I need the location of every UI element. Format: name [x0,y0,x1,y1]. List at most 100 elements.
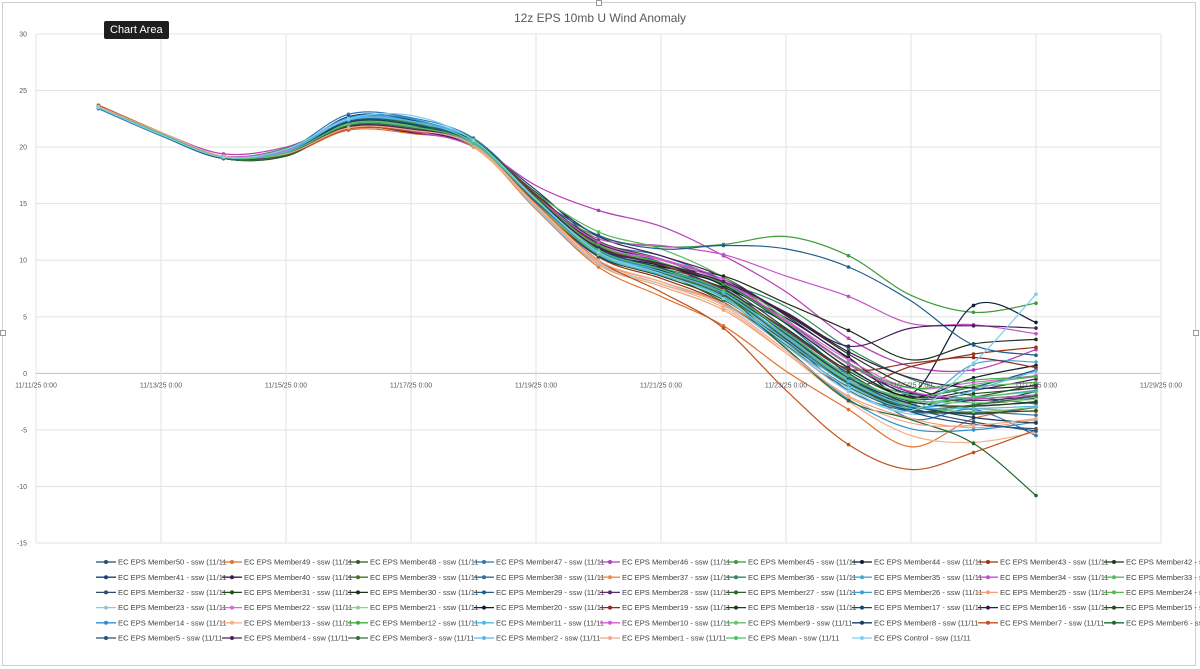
series-40 [96,105,1038,410]
legend-entry: EC EPS Member28 - ssw (11/11 [600,588,731,597]
legend-swatch-marker [860,560,864,564]
data-point [1034,353,1038,358]
legend-label: EC EPS Member10 - ssw (11/11 [622,618,731,627]
data-point [721,274,726,278]
x-tick-label: 11/19/25 0:00 [515,382,557,389]
legend-entry: EC EPS Member49 - ssw (11/11 [222,558,353,567]
legend-entry: EC EPS Member18 - ssw (11/11 [726,603,857,612]
legend-swatch-marker [230,620,234,625]
resize-handle-left[interactable] [0,330,6,336]
legend-label: EC EPS Member21 - ssw (11/11 [370,603,479,612]
series-30 [96,105,1038,405]
legend-entry: EC EPS Member9 - ssw (11/11 [726,618,852,627]
data-point [1034,301,1038,306]
data-point [1034,374,1038,379]
legend-label: EC EPS Member35 - ssw (11/11 [874,573,983,582]
legend-swatch-marker [104,636,108,640]
data-point [846,395,851,399]
data-point [721,303,726,308]
data-point [1034,421,1038,425]
data-point [596,250,601,255]
data-point [1034,383,1038,388]
legend-entry: EC EPS Member32 - ssw (11/11 [96,588,227,597]
data-point [971,361,976,365]
legend-entry: EC EPS Member1 - ssw (11/11 [600,634,726,643]
series-line [98,106,1037,430]
data-point [721,296,726,301]
series-23 [96,105,1038,403]
legend-swatch-marker [230,605,234,610]
data-point [846,253,851,258]
data-point [471,141,476,146]
data-point [846,336,851,341]
resize-handle-top[interactable] [596,0,602,6]
series-line [98,106,1037,410]
legend-label: EC EPS Member39 - ssw (11/11 [370,573,479,582]
legend-label: EC EPS Member1 - ssw (11/11 [622,634,726,643]
legend-label: EC EPS Member30 - ssw (11/11 [370,588,479,597]
legend-label: EC EPS Member48 - ssw (11/11 [370,558,479,567]
x-tick-label: 11/15/25 0:00 [265,382,307,389]
legend-label: EC EPS Member14 - ssw (11/11 [118,618,227,627]
data-point [221,155,226,160]
data-point [596,240,601,244]
legend-entry: EC EPS Member35 - ssw (11/11 [852,573,983,582]
legend-label: EC EPS Member4 - ssw (11/11 [244,634,348,643]
legend-swatch-marker [482,620,486,625]
data-point [846,389,851,394]
legend-swatch-marker [734,560,738,564]
legend-label: EC EPS Member2 - ssw (11/11 [496,634,600,643]
data-point [1034,380,1038,385]
data-point [846,398,851,403]
series-9 [96,104,1038,405]
series-line [98,105,1037,373]
series-line [98,106,1037,406]
legend-swatch-marker [1112,560,1116,564]
legend-entry: EC EPS Member5 - ssw (11/11 [96,634,222,643]
legend-swatch-marker [356,590,360,595]
legend-entry: EC EPS Member7 - ssw (11/11 [978,618,1104,627]
legend-label: EC EPS Member44 - ssw (11/11 [874,558,983,567]
legend-label: EC EPS Member3 - ssw (11/11 [370,634,474,643]
legend-swatch-marker [608,620,612,625]
series-line [98,105,1037,389]
series-line [98,105,1037,410]
series-52 [96,105,1038,412]
resize-handle-right[interactable] [1193,330,1199,336]
legend-label: EC EPS Member41 - ssw (11/11 [118,573,227,582]
series-11 [96,105,1038,399]
series-line [98,106,1037,396]
y-tick-label: 15 [19,201,27,208]
legend-label: EC EPS Mean - ssw (11/11 [748,634,839,643]
legend-entry: EC EPS Member39 - ssw (11/11 [348,573,479,582]
legend-label: EC EPS Member5 - ssw (11/11 [118,634,222,643]
data-point [971,395,976,399]
series-line [98,105,1037,399]
series-18 [96,105,1038,396]
legend-label: EC EPS Member12 - ssw (11/11 [370,618,479,627]
legend-label: EC EPS Member28 - ssw (11/11 [622,588,731,597]
legend-label: EC EPS Member43 - ssw (11/11 [1000,558,1109,567]
x-axis-ticks: 11/11/25 0:00 11/13/25 0:00 11/15/25 0:00 1… [15,382,1182,389]
legend-swatch-marker [1112,620,1116,625]
legend-entry: EC EPS Member41 - ssw (11/11 [96,573,227,582]
legend-entry: EC EPS Member21 - ssw (11/11 [348,603,479,612]
series-19 [96,105,1038,416]
data-point [971,310,976,315]
y-tick-label: 30 [19,32,27,39]
data-point [721,288,726,293]
legend-entry: EC EPS Member20 - ssw (11/11 [474,603,605,612]
data-point [1034,394,1038,398]
legend-swatch-marker [1112,590,1116,595]
legend-label: EC EPS Member40 - ssw (11/11 [244,573,353,582]
series-27 [96,105,1038,398]
series-7 [96,105,1038,396]
series-48 [96,104,1038,410]
legend-entry: EC EPS Member47 - ssw (11/11 [474,558,605,567]
series-14 [96,104,1038,414]
series-line [98,106,1037,412]
legend-swatch-marker [608,590,612,595]
legend-label: EC EPS Member13 - ssw (11/11 [244,618,353,627]
data-point [1034,399,1038,404]
